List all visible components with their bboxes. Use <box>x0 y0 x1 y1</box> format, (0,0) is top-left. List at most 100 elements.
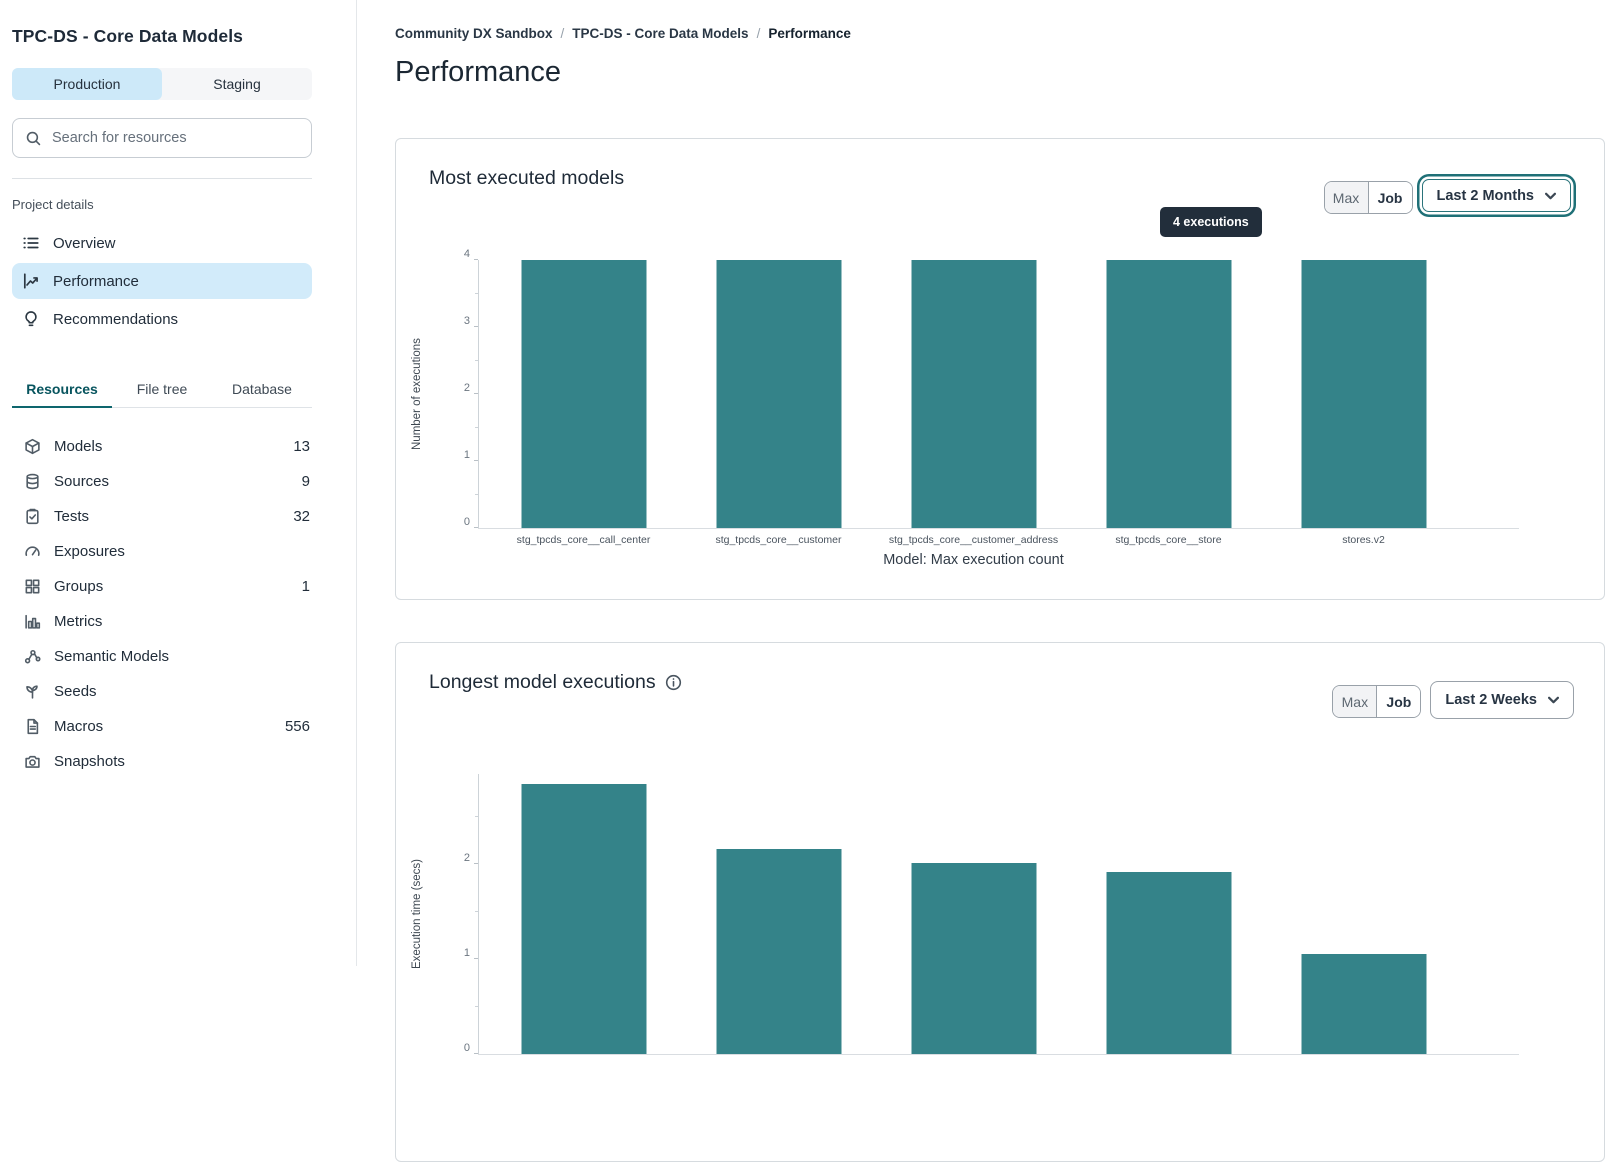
x-tick-label: stores.v2 <box>1342 534 1385 546</box>
chart-line-icon <box>22 272 40 290</box>
sidebar-item-performance[interactable]: Performance <box>12 263 312 299</box>
bar[interactable] <box>716 848 841 1054</box>
resource-count: 32 <box>293 508 310 525</box>
chart-controls: Max Job Last 2 Weeks <box>1332 678 1574 719</box>
sidebar-item-overview[interactable]: Overview <box>12 225 312 261</box>
env-tab-production[interactable]: Production <box>12 68 162 100</box>
chevron-down-icon <box>1548 696 1559 704</box>
y-tick-label: 2 <box>463 382 470 394</box>
card-title: Longest model executions <box>429 671 682 694</box>
sidebar-item-recommendations[interactable]: Recommendations <box>12 301 312 337</box>
resource-item-semantic-models[interactable]: Semantic Models <box>12 639 312 674</box>
bar[interactable] <box>911 260 1036 528</box>
bar-chart-plot: 0 1 2 <box>464 774 1519 1055</box>
bar[interactable] <box>1301 954 1426 1054</box>
y-tick-label: 0 <box>463 1042 470 1054</box>
resource-label: Models <box>54 438 103 455</box>
bar[interactable] <box>1106 871 1231 1054</box>
max-button[interactable]: Max <box>1333 686 1378 717</box>
y-tick-label: 1 <box>463 449 470 461</box>
search-input[interactable] <box>52 130 299 146</box>
y-tick-mark <box>474 527 478 528</box>
job-button[interactable]: Job <box>1368 182 1412 213</box>
resource-label: Sources <box>54 473 110 490</box>
resource-count: 13 <box>293 438 310 455</box>
project-details-label: Project details <box>12 197 94 212</box>
sidebar: TPC-DS - Core Data Models Production Sta… <box>0 0 357 966</box>
y-tick-label: 1 <box>463 947 470 959</box>
y-axis-line <box>478 260 479 528</box>
date-range-value: Last 2 Months <box>1436 187 1534 204</box>
y-minor-tick-mark <box>475 910 478 912</box>
y-minor-tick-mark <box>475 1005 478 1007</box>
bar-slot <box>876 774 1071 1054</box>
search-box[interactable] <box>12 118 312 158</box>
date-range-select[interactable]: Last 2 Weeks <box>1430 681 1574 719</box>
resource-label: Macros <box>54 718 104 735</box>
y-tick-mark <box>474 958 478 959</box>
resource-item-macros[interactable]: Macros 556 <box>12 709 312 744</box>
y-tick-mark <box>474 259 478 260</box>
bar-slot <box>1266 774 1461 1054</box>
longest-model-executions-card: Longest model executions Max Job Last 2 … <box>395 642 1605 1162</box>
info-icon[interactable] <box>665 674 682 691</box>
x-axis-line <box>478 528 1519 529</box>
tab-database[interactable]: Database <box>232 380 292 397</box>
resource-item-seeds[interactable]: Seeds <box>12 674 312 709</box>
bar[interactable] <box>1106 260 1231 528</box>
resource-item-groups[interactable]: Groups 1 <box>12 569 312 604</box>
resource-list: Models 13 Sources 9 Tests 32 Exposures <box>12 429 312 779</box>
resource-label: Groups <box>54 578 104 595</box>
bar-slot <box>1266 260 1461 528</box>
database-icon <box>24 473 41 490</box>
sidebar-divider <box>12 178 312 179</box>
max-button[interactable]: Max <box>1324 182 1369 213</box>
resource-item-sources[interactable]: Sources 9 <box>12 464 312 499</box>
breadcrumb-current: Performance <box>768 26 851 41</box>
bar[interactable] <box>911 863 1036 1054</box>
resource-item-snapshots[interactable]: Snapshots <box>12 744 312 779</box>
resource-label: Exposures <box>54 543 125 560</box>
job-button[interactable]: Job <box>1377 686 1421 717</box>
resource-label: Snapshots <box>54 753 125 770</box>
chart-controls: Max Job Last 2 Months <box>1323 174 1574 214</box>
breadcrumb: Community DX Sandbox TPC-DS - Core Data … <box>395 26 851 41</box>
project-title: TPC-DS - Core Data Models <box>12 26 243 46</box>
y-tick-label: 4 <box>463 248 470 260</box>
bar[interactable] <box>521 784 646 1054</box>
tab-resources[interactable]: Resources <box>12 370 112 408</box>
resource-item-models[interactable]: Models 13 <box>12 429 312 464</box>
page-title: Performance <box>395 56 562 88</box>
resource-item-exposures[interactable]: Exposures <box>12 534 312 569</box>
resource-count: 1 <box>301 578 310 595</box>
resource-item-metrics[interactable]: Metrics <box>12 604 312 639</box>
date-range-select[interactable]: Last 2 Months <box>1421 179 1571 212</box>
most-executed-models-card: Most executed models Max Job Last 2 Mont… <box>395 138 1605 600</box>
bar[interactable] <box>521 260 646 528</box>
x-tick-label: stg_tpcds_core__call_center <box>516 534 651 546</box>
tab-file-tree[interactable]: File tree <box>136 380 188 397</box>
date-range-value: Last 2 Weeks <box>1445 692 1537 708</box>
gauge-icon <box>24 543 41 560</box>
resource-label: Metrics <box>54 613 103 630</box>
x-axis-caption: Model: Max execution count <box>883 552 1064 568</box>
sidebar-item-label: Recommendations <box>53 310 179 328</box>
resource-item-tests[interactable]: Tests 32 <box>12 499 312 534</box>
x-axis-labels: stg_tpcds_core__call_center stg_tpcds_cor… <box>486 534 1461 546</box>
env-tab-staging[interactable]: Staging <box>213 76 261 92</box>
y-tick-mark <box>474 863 478 864</box>
y-minor-tick-mark <box>475 292 478 294</box>
y-tick-mark <box>474 393 478 394</box>
chart-tooltip: 4 executions <box>1160 207 1262 237</box>
breadcrumb-account[interactable]: Community DX Sandbox <box>395 26 564 41</box>
resource-tabs: Resources File tree Database <box>12 370 312 408</box>
sidebar-item-label: Overview <box>53 234 116 252</box>
bar[interactable] <box>1301 260 1426 528</box>
x-tick-label: stg_tpcds_core__store <box>1115 534 1222 546</box>
bars-container <box>486 260 1461 528</box>
y-tick-mark <box>474 460 478 461</box>
breadcrumb-project[interactable]: TPC-DS - Core Data Models <box>572 26 760 41</box>
y-axis-line <box>478 774 479 1054</box>
y-tick-mark <box>474 1053 478 1054</box>
bar[interactable] <box>716 260 841 528</box>
